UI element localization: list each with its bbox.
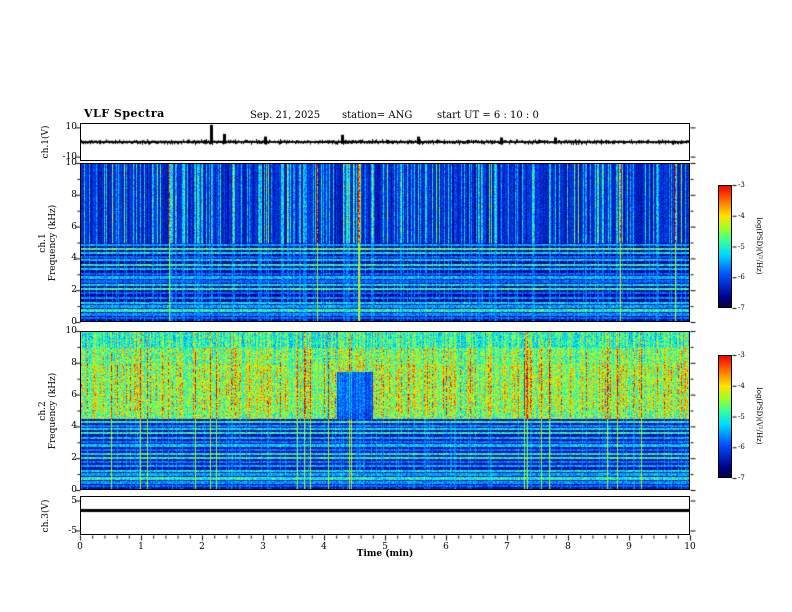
colorbar1 bbox=[718, 185, 732, 308]
y-tick-label: 2 bbox=[71, 453, 77, 464]
ch1-frequency-axis-label-line2: Frequency (kHz) bbox=[48, 204, 58, 282]
colorbar2 bbox=[718, 355, 732, 478]
ch1-waveform-panel bbox=[80, 123, 690, 161]
ch2-frequency-axis-label: ch.2 Frequency (kHz) bbox=[38, 373, 58, 450]
y-tick-label: -5 bbox=[68, 525, 77, 536]
x-tick-label: 8 bbox=[565, 542, 571, 552]
colorbar-tick-label: -3 bbox=[738, 351, 745, 359]
x-tick-label: 10 bbox=[684, 542, 696, 552]
ch3-waveform-canvas bbox=[81, 497, 689, 534]
y-tick-label: -10 bbox=[62, 151, 78, 162]
x-tick-label: 4 bbox=[321, 542, 327, 552]
colorbar2-canvas bbox=[719, 356, 731, 477]
x-tick-label: 6 bbox=[443, 542, 449, 552]
colorbar-tick-label: -3 bbox=[738, 181, 745, 189]
ch3-waveform-panel bbox=[80, 496, 690, 535]
colorbar-tick-label: -5 bbox=[738, 412, 745, 421]
colorbar-tick-label: -7 bbox=[738, 304, 745, 312]
x-tick-label: 0 bbox=[77, 542, 83, 552]
y-tick-label: 0 bbox=[71, 485, 77, 495]
y-tick-label: 6 bbox=[71, 389, 77, 400]
colorbar-tick-label: -6 bbox=[738, 273, 745, 282]
ch2-spectrogram-canvas bbox=[81, 332, 689, 489]
figure-station: station= ANG bbox=[342, 110, 413, 121]
ch1-spectrogram-panel bbox=[80, 163, 690, 322]
x-tick-label: 5 bbox=[382, 542, 388, 552]
colorbar-tick-label: -6 bbox=[738, 443, 745, 452]
colorbar-tick-label: -4 bbox=[738, 381, 745, 390]
x-tick-label: 7 bbox=[504, 542, 510, 552]
colorbar-tick-label: -5 bbox=[738, 242, 745, 251]
figure-start-ut: start UT = 6 : 10 : 0 bbox=[437, 110, 539, 121]
ch1-spectrogram-canvas bbox=[81, 164, 689, 321]
y-tick-label: 8 bbox=[71, 189, 77, 200]
ch2-frequency-axis-label-line1: ch.2 bbox=[38, 401, 48, 421]
x-tick-label: 1 bbox=[138, 542, 144, 552]
colorbar-tick-label: -4 bbox=[738, 211, 745, 220]
ch1-frequency-axis-label-line1: ch.1 bbox=[38, 233, 48, 253]
y-tick-label: 6 bbox=[71, 221, 77, 232]
colorbar1-label: log(PSD)(V²/Hz) bbox=[755, 217, 763, 275]
ch2-frequency-axis-label-line2: Frequency (kHz) bbox=[48, 372, 58, 450]
figure-date: Sep. 21, 2025 bbox=[250, 110, 321, 121]
ch1-voltage-axis-label: ch.1(V) bbox=[41, 125, 51, 159]
y-tick-label: 0 bbox=[71, 317, 77, 327]
y-tick-label: 4 bbox=[71, 421, 77, 432]
colorbar2-label: log(PSD)(V²/Hz) bbox=[755, 387, 763, 445]
y-tick-label: 10 bbox=[65, 326, 77, 336]
y-tick-label: 4 bbox=[71, 253, 77, 264]
y-tick-label: 10 bbox=[65, 158, 77, 168]
ch2-spectrogram-panel bbox=[80, 331, 690, 490]
x-tick-label: 9 bbox=[626, 542, 632, 552]
colorbar-tick-label: -7 bbox=[738, 474, 745, 482]
colorbar1-canvas bbox=[719, 186, 731, 307]
ch3-voltage-axis-label: ch.3(V) bbox=[41, 499, 51, 533]
ch1-frequency-axis-label: ch.1 Frequency (kHz) bbox=[38, 205, 58, 282]
y-tick-label: 10 bbox=[65, 122, 77, 133]
x-tick-label: 2 bbox=[199, 542, 205, 552]
y-tick-label: 5 bbox=[71, 495, 77, 506]
ch1-waveform-canvas bbox=[81, 124, 689, 160]
figure-title: VLF Spectra bbox=[84, 107, 165, 120]
x-tick-label: 3 bbox=[260, 542, 266, 552]
y-tick-label: 2 bbox=[71, 285, 77, 296]
y-tick-label: 8 bbox=[71, 357, 77, 368]
